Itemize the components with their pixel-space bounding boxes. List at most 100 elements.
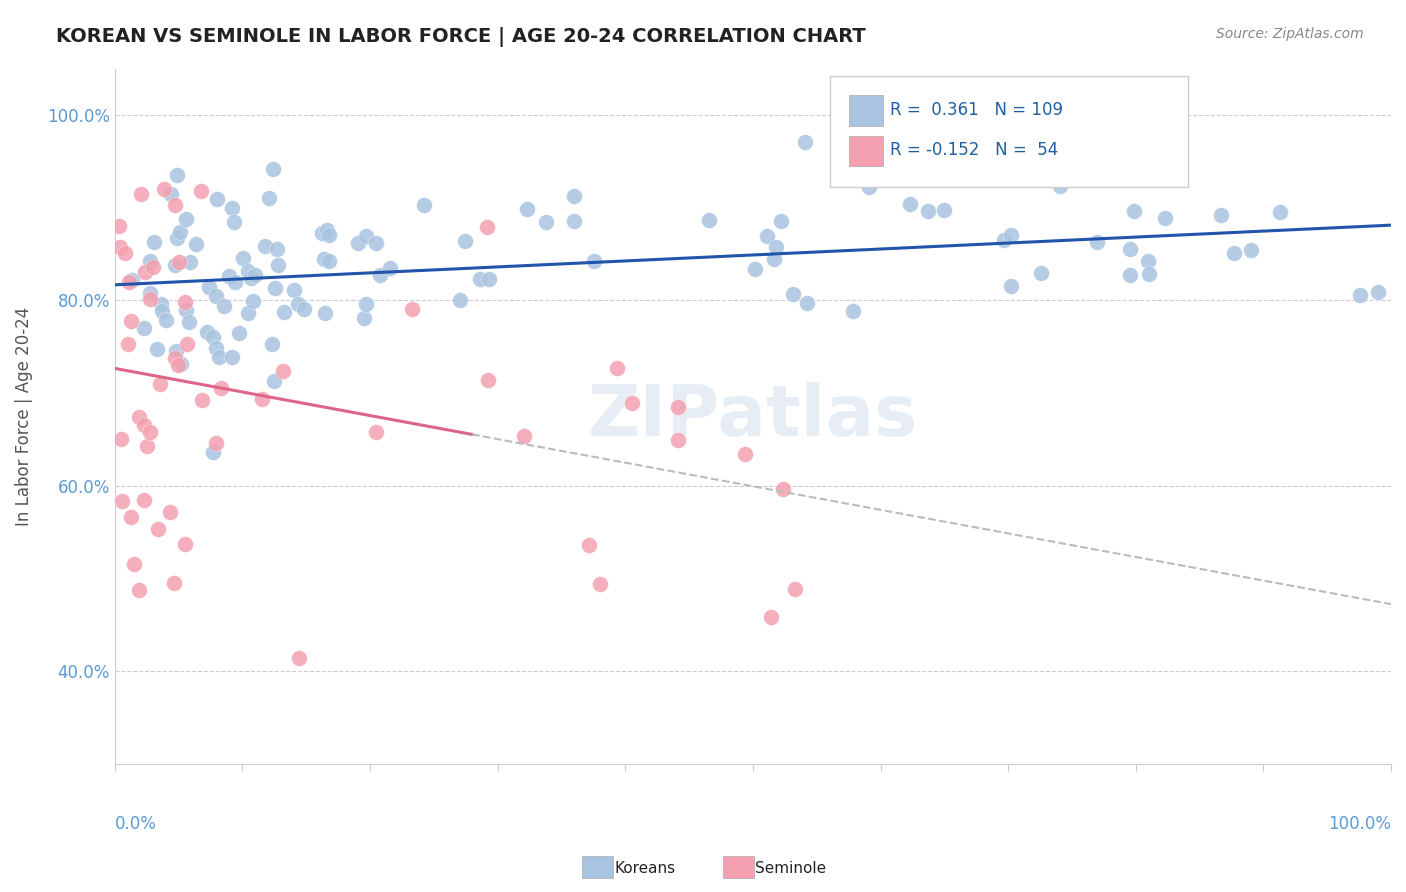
- Point: [174, 295, 197, 310]
- Point: [163, 351, 186, 365]
- Point: [191, 392, 214, 407]
- Point: [1136, 253, 1159, 268]
- Text: 0.0%: 0.0%: [115, 815, 156, 833]
- Point: [266, 243, 288, 257]
- Point: [121, 273, 143, 287]
- Point: [204, 289, 226, 303]
- Point: [697, 213, 720, 227]
- Point: [449, 293, 471, 308]
- Point: [263, 375, 285, 389]
- Point: [734, 447, 756, 461]
- Point: [1122, 203, 1144, 218]
- Point: [1211, 208, 1233, 222]
- Point: [1000, 278, 1022, 293]
- Point: [1153, 211, 1175, 225]
- Point: [401, 302, 423, 317]
- Point: [1239, 243, 1261, 257]
- Point: [208, 351, 231, 365]
- Point: [250, 392, 273, 407]
- Point: [1000, 228, 1022, 243]
- Point: [224, 215, 246, 229]
- Point: [224, 275, 246, 289]
- Point: [287, 297, 309, 311]
- Point: [239, 270, 262, 285]
- Point: [366, 235, 388, 250]
- Point: [314, 306, 336, 320]
- Point: [142, 260, 165, 274]
- Point: [134, 493, 156, 508]
- Point: [139, 253, 162, 268]
- Point: [470, 272, 492, 286]
- Point: [380, 260, 402, 275]
- Point: [858, 180, 880, 194]
- Point: [1270, 205, 1292, 219]
- Point: [165, 198, 187, 212]
- Point: [262, 337, 284, 351]
- Point: [917, 204, 939, 219]
- Point: [128, 410, 150, 425]
- Point: [478, 272, 501, 286]
- Point: [267, 258, 290, 272]
- Point: [356, 229, 378, 244]
- Point: [621, 396, 644, 410]
- Point: [134, 321, 156, 335]
- Point: [139, 292, 162, 306]
- Point: [120, 509, 142, 524]
- Point: [1118, 268, 1140, 283]
- Point: [165, 343, 187, 358]
- Point: [770, 214, 793, 228]
- Point: [312, 252, 335, 266]
- Point: [318, 227, 340, 242]
- Point: [413, 198, 436, 212]
- Point: [756, 228, 779, 243]
- Point: [197, 280, 219, 294]
- Point: [114, 245, 136, 260]
- Point: [993, 233, 1015, 247]
- Point: [1223, 246, 1246, 260]
- Point: [578, 538, 600, 552]
- Point: [184, 237, 207, 252]
- Point: [167, 358, 190, 372]
- Point: [221, 201, 243, 215]
- Point: [477, 372, 499, 386]
- Point: [232, 251, 254, 265]
- Point: [155, 313, 177, 327]
- Point: [534, 215, 557, 229]
- Point: [236, 264, 259, 278]
- Point: [1348, 287, 1371, 301]
- Point: [179, 314, 201, 328]
- Point: [772, 482, 794, 496]
- Point: [283, 283, 305, 297]
- Point: [354, 297, 377, 311]
- Point: [118, 275, 141, 289]
- Point: [934, 203, 956, 218]
- Point: [243, 268, 266, 283]
- Point: [132, 417, 155, 432]
- Y-axis label: In Labor Force | Age 20-24: In Labor Force | Age 20-24: [15, 307, 32, 526]
- Point: [242, 294, 264, 309]
- Point: [898, 196, 921, 211]
- Point: [782, 286, 804, 301]
- Point: [765, 240, 787, 254]
- Point: [589, 577, 612, 591]
- Point: [107, 219, 129, 233]
- Point: [159, 187, 181, 202]
- Point: [176, 337, 198, 351]
- Point: [475, 220, 498, 235]
- Point: [311, 227, 333, 241]
- Point: [364, 425, 387, 439]
- Point: [263, 281, 285, 295]
- Point: [174, 212, 197, 227]
- Point: [218, 268, 240, 283]
- Point: [110, 240, 132, 254]
- Point: [159, 505, 181, 519]
- Point: [205, 436, 228, 450]
- Point: [785, 582, 807, 596]
- Point: [1049, 178, 1071, 193]
- Point: [201, 444, 224, 458]
- Point: [110, 432, 132, 446]
- Point: [254, 239, 277, 253]
- Point: [793, 135, 815, 149]
- Point: [142, 235, 165, 249]
- Point: [454, 234, 477, 248]
